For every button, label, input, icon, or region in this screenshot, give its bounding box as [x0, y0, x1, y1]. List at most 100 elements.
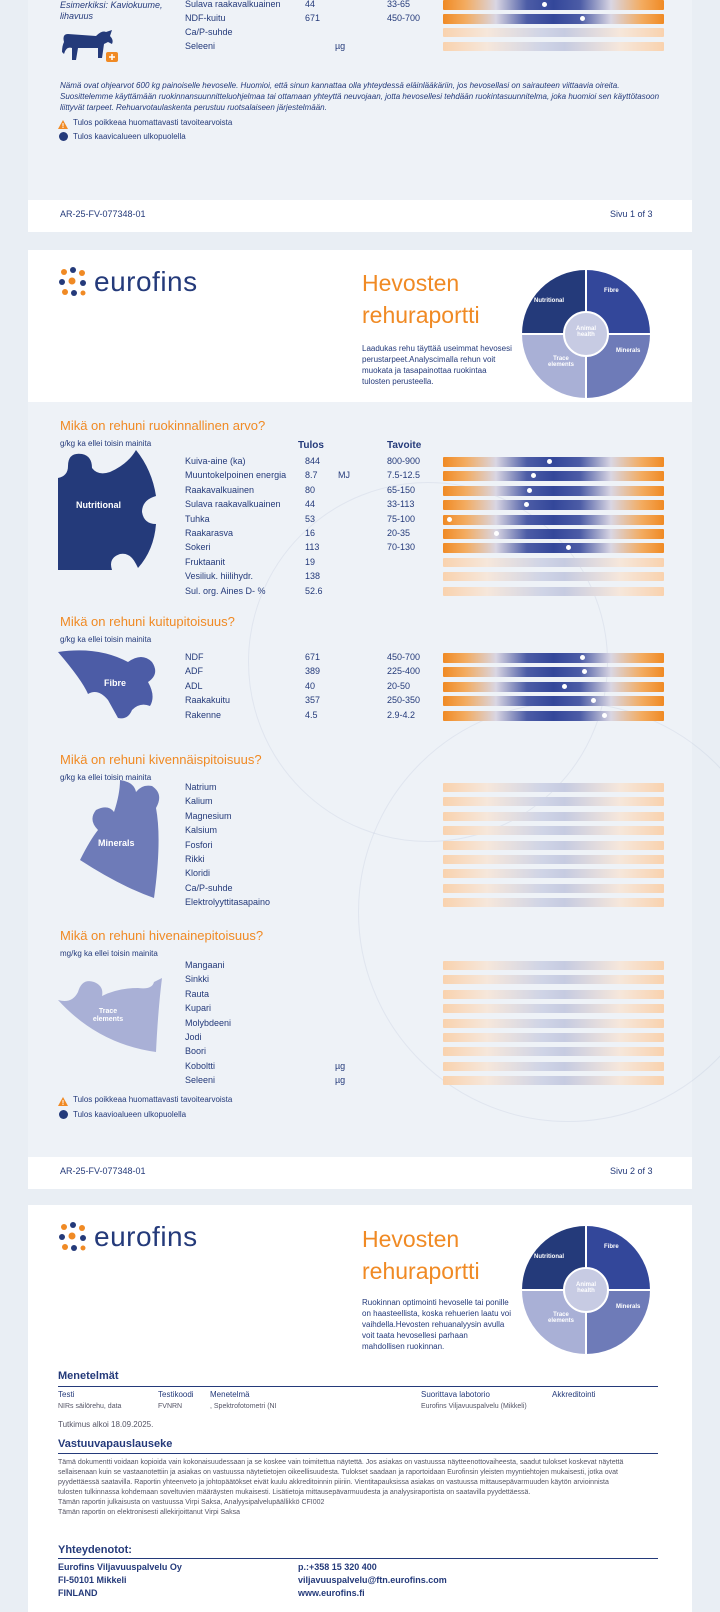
warning-icon — [58, 117, 68, 129]
row-target: 450-700 — [387, 13, 421, 23]
row-bar — [443, 883, 664, 893]
disclaimer-line: pyydettäessä saatavilla. Raportin yhteen… — [58, 1479, 609, 1486]
row-marker — [546, 459, 552, 464]
contacts-rule — [58, 1558, 658, 1559]
row-name: Seleeni — [185, 1075, 216, 1086]
methods-title: Menetelmät — [58, 1370, 119, 1382]
row-bar — [443, 975, 664, 985]
row-unit: µg — [335, 41, 346, 51]
section-title: Mikä on rehuni kuitupitoisuus? — [60, 614, 235, 629]
row-result: 16 — [305, 528, 316, 538]
warning-icon — [58, 1094, 68, 1106]
disclaimer-line: Tämän raportin julkaisusta on vastuussa … — [58, 1499, 325, 1506]
section-title: Mikä on rehuni kivennäispitoisuus? — [60, 752, 262, 767]
row-name: Sokeri — [185, 542, 211, 553]
row-name: Boori — [185, 1046, 207, 1057]
row-bar — [443, 653, 664, 663]
row-bar — [443, 1033, 664, 1042]
row-bar — [443, 586, 664, 596]
row-name: Tuhka — [185, 513, 210, 524]
contact-line: viljavuuspalvelu@ftn.eurofins.com — [298, 1575, 447, 1585]
row-name: NDF — [185, 652, 204, 662]
row-bar — [443, 14, 664, 24]
row-target: 20-35 — [387, 528, 411, 538]
trace-piece: Trace elements — [58, 970, 162, 1052]
row-marker — [566, 545, 572, 551]
row-marker — [579, 655, 585, 660]
row-marker — [447, 516, 453, 522]
section-title: Mikä on rehuni hivenainepitoisuus? — [60, 928, 264, 943]
row-target: 75-100 — [387, 513, 416, 524]
row-name: Kalium — [185, 796, 213, 807]
disclaimer-line: Tämä dokumentti voidaan kopioida vain ko… — [58, 1459, 624, 1466]
report-title-line1: Hevosten — [362, 270, 460, 296]
row-name: Natrium — [185, 782, 217, 792]
row-bar — [443, 485, 664, 496]
intro-line: mahdollisen ruokinnan. — [362, 1342, 445, 1351]
section-unit: mg/kg ka ellei toisin mainita — [60, 949, 158, 958]
row-bar — [443, 681, 664, 692]
row-name: Vesiliuk. hiilihydr. — [185, 571, 254, 582]
intro-line: Laadukas rehu täyttää useimmat hevosesi — [362, 344, 512, 353]
row-target: 800-900 — [387, 456, 421, 466]
legend-dot-icon — [59, 1110, 68, 1119]
intro-line: vaihdella.Hevosten rehuanalyysin avulla — [362, 1320, 505, 1329]
row-result: 357 — [305, 695, 321, 706]
row-result: 44 — [305, 0, 316, 9]
row-name: Fosfori — [185, 839, 213, 850]
row-target: 20-50 — [387, 680, 411, 691]
page-number: Sivu 1 of 3 — [610, 209, 653, 219]
row-result: 671 — [305, 13, 321, 23]
row-bar — [443, 840, 664, 850]
row-unit: µg — [335, 1075, 346, 1086]
intro-line: muokata ja tasapainottaa ruokintaa — [362, 366, 487, 375]
row-result: 138 — [305, 571, 321, 582]
row-name: Mangaani — [185, 960, 225, 970]
company-line: Eurofins Viljavuuspalvelu Oy — [58, 1562, 182, 1572]
row-bar — [443, 667, 664, 678]
row-bar — [443, 529, 664, 539]
row-marker — [493, 531, 499, 536]
report-id: AR-25-FV-077348-01 — [60, 1166, 146, 1176]
row-name: Ca/P-suhde — [185, 27, 233, 37]
row-bar — [443, 500, 664, 511]
row-bar — [443, 514, 664, 525]
logo-wordmark: eurofins — [94, 1221, 198, 1252]
methods-cell: , Spektrofotometri (NI — [210, 1403, 277, 1410]
eurofins-logo: eurofins — [56, 266, 226, 302]
row-name: Koboltti — [185, 1060, 216, 1071]
row-name: Sulava raakavalkuainen — [185, 0, 281, 9]
trace-piece-label: Trace elements — [92, 1008, 124, 1023]
intro-line: voit taata hevosellesi parhaan — [362, 1331, 468, 1340]
company-line: FINLAND — [58, 1588, 98, 1598]
puzzle-nutritional-label: Nutritional — [534, 298, 564, 304]
disclaimer-rule — [58, 1453, 658, 1454]
methods-cell: Eurofins Viljavuuspalvelu (Mikkeli) — [421, 1403, 527, 1410]
puzzle-fibre-label: Fibre — [604, 288, 619, 294]
row-unit: MJ — [338, 470, 350, 481]
row-bar — [443, 557, 664, 567]
guideline-note: Nämä ovat ohjearvot 600 kg painoiselle h… — [60, 81, 660, 112]
row-name: Kuiva-aine (ka) — [185, 456, 246, 466]
row-bar — [443, 457, 664, 467]
row-result: 671 — [305, 652, 321, 662]
row-target: 250-350 — [387, 695, 421, 706]
nutritional-piece: Nutritional — [58, 450, 158, 570]
row-bar — [443, 811, 664, 821]
row-marker — [590, 698, 596, 704]
target-column-header: Tavoite — [387, 440, 422, 451]
row-bar — [443, 572, 664, 582]
row-result: 4.5 — [305, 709, 318, 720]
legend-dot-text: Tulos kaavioalueen ulkopuolella — [73, 1110, 187, 1119]
row-bar — [443, 1018, 664, 1028]
methods-cell: NIRs säilörehu, data — [58, 1403, 122, 1410]
page1-footer: AR-25-FV-077348-01 Sivu 1 of 3 — [28, 200, 692, 232]
row-name: Kloridi — [185, 868, 211, 879]
row-bar — [443, 42, 664, 51]
row-name: NDF-kuitu — [185, 13, 226, 23]
report-id: AR-25-FV-077348-01 — [60, 209, 146, 219]
row-bar — [443, 1047, 664, 1057]
puzzle-minerals-label: Minerals — [616, 1304, 641, 1310]
row-unit: µg — [335, 1060, 346, 1071]
row-target: 450-700 — [387, 652, 421, 662]
